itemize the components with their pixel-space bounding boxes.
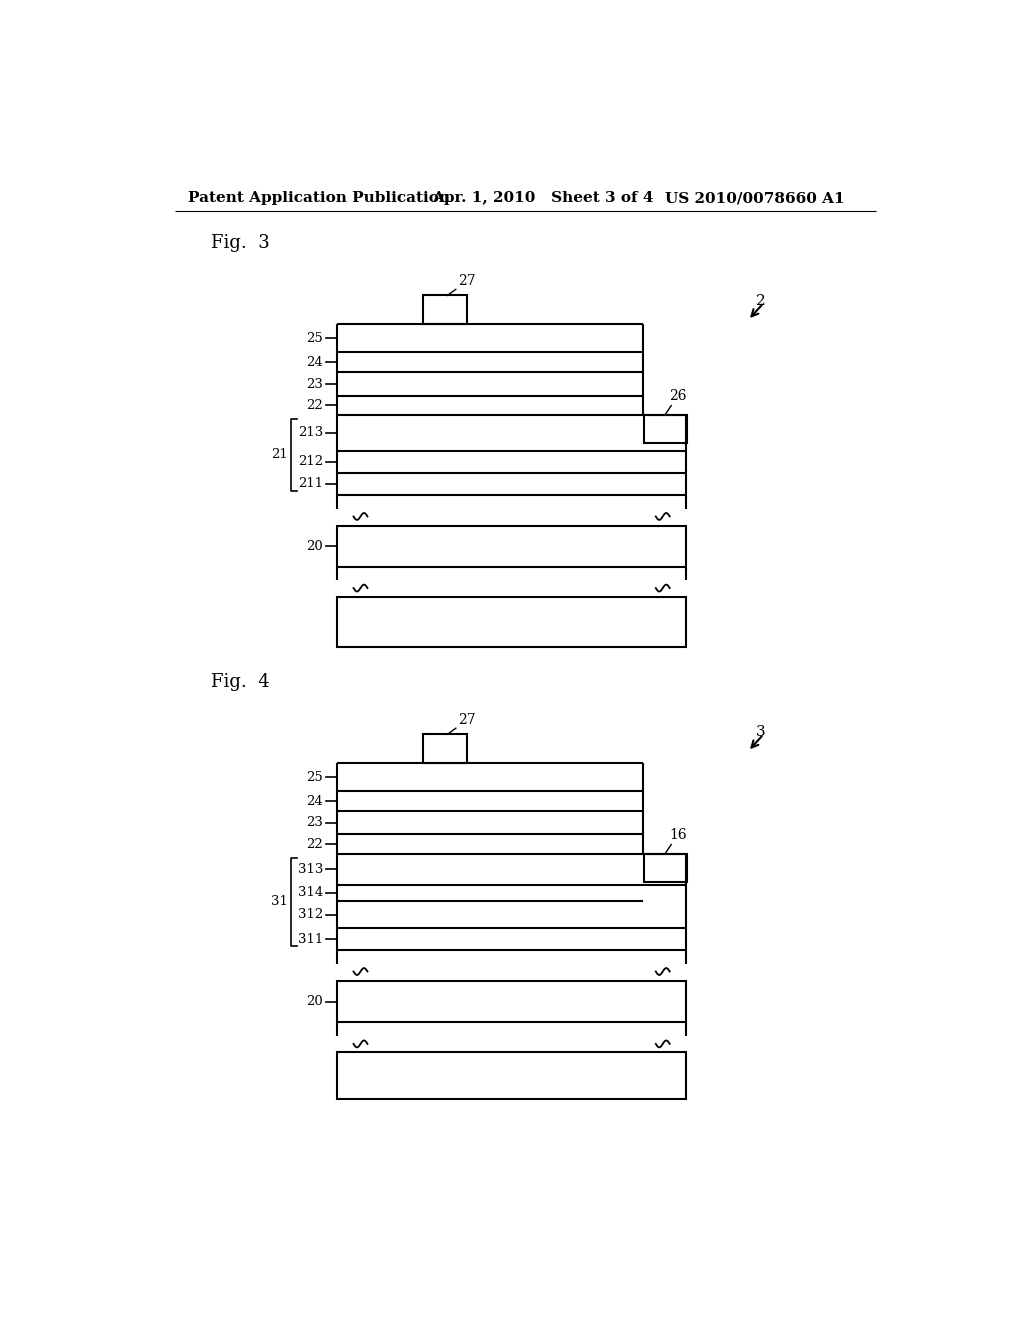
Text: 16: 16 <box>669 828 686 842</box>
Text: Apr. 1, 2010   Sheet 3 of 4: Apr. 1, 2010 Sheet 3 of 4 <box>432 191 654 206</box>
Text: 211: 211 <box>298 478 324 490</box>
Bar <box>644 854 687 882</box>
Bar <box>337 1052 686 1100</box>
Text: 27: 27 <box>458 273 476 288</box>
Text: 23: 23 <box>306 378 324 391</box>
Text: Fig.  4: Fig. 4 <box>211 673 269 690</box>
Text: 25: 25 <box>306 771 324 784</box>
Text: Fig.  3: Fig. 3 <box>211 234 269 252</box>
Text: 31: 31 <box>270 895 288 908</box>
Text: 212: 212 <box>298 455 324 469</box>
Bar <box>423 734 467 763</box>
Text: 20: 20 <box>306 540 324 553</box>
Text: US 2010/0078660 A1: US 2010/0078660 A1 <box>665 191 845 206</box>
Text: 27: 27 <box>458 713 476 726</box>
Text: 2: 2 <box>756 294 766 308</box>
Text: 314: 314 <box>298 887 324 899</box>
Text: 25: 25 <box>306 331 324 345</box>
Text: 311: 311 <box>298 933 324 945</box>
Text: 26: 26 <box>669 389 686 404</box>
Bar <box>423 296 467 323</box>
Text: Patent Application Publication: Patent Application Publication <box>187 191 450 206</box>
Text: 3: 3 <box>756 725 765 739</box>
Text: 213: 213 <box>298 426 324 440</box>
Bar <box>644 414 687 444</box>
Text: 312: 312 <box>298 908 324 921</box>
Bar <box>337 525 686 566</box>
Text: 22: 22 <box>306 838 324 850</box>
Bar <box>337 981 686 1022</box>
Text: 23: 23 <box>306 816 324 829</box>
Text: 24: 24 <box>306 356 324 370</box>
Text: 22: 22 <box>306 399 324 412</box>
Text: 21: 21 <box>271 449 288 462</box>
Text: 313: 313 <box>298 862 324 875</box>
Text: 20: 20 <box>306 995 324 1008</box>
Bar <box>337 597 686 647</box>
Text: 24: 24 <box>306 795 324 808</box>
